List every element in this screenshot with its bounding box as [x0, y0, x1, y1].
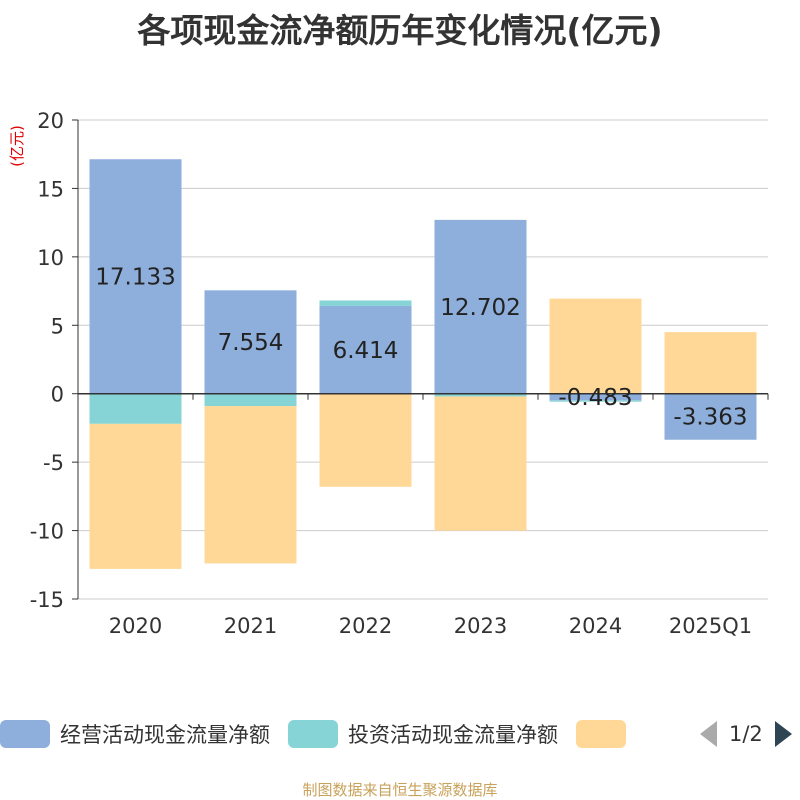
bar-s0-2022	[319, 305, 412, 394]
y-tick-label: -10	[30, 520, 64, 544]
bar-s1-2020	[89, 393, 182, 424]
y-tick-label: 0	[51, 383, 64, 407]
data-label: 6.414	[333, 338, 399, 364]
legend-swatch-operating	[0, 720, 50, 748]
legend: 经营活动现金流量净额 投资活动现金流量净额	[0, 718, 654, 750]
data-label: 7.554	[218, 330, 284, 356]
axis-layer: 20 15 10 5 0 -5 -10 -15 (亿元) 2020 2021 2022 2023 2024…	[8, 109, 769, 638]
y-tick-label: -5	[43, 451, 64, 475]
bar-s1-2022	[319, 300, 412, 306]
y-tick-label: -15	[30, 588, 64, 612]
bar-s2-2024	[549, 298, 642, 394]
bar-s2-2020	[89, 423, 182, 569]
x-tick-label: 2022	[339, 614, 392, 638]
data-label: 12.702	[440, 295, 520, 321]
bar-s2-2022	[319, 393, 412, 487]
legend-label-investing: 投资活动现金流量净额	[348, 723, 558, 747]
legend-pager: 1/2	[700, 718, 792, 750]
x-tick-label: 2023	[454, 614, 507, 638]
y-tick-label: 20	[37, 109, 64, 133]
x-tick-label: 2024	[569, 614, 622, 638]
chart-title: 各项现金流净额历年变化情况(亿元)	[137, 11, 663, 50]
bar-s0-2025Q1	[664, 393, 757, 440]
bar-s2-2021	[204, 406, 297, 564]
legend-swatch-financing	[576, 720, 626, 748]
pager-text: 1/2	[729, 722, 763, 746]
pager-prev-icon[interactable]	[700, 721, 717, 747]
bar-s0-2020	[89, 159, 182, 394]
x-tick-label: 2020	[109, 614, 162, 638]
bar-s0-2021	[204, 290, 297, 394]
data-label: -0.483	[558, 385, 632, 411]
data-label: 17.133	[95, 264, 175, 290]
bar-s1-2023	[434, 393, 527, 397]
legend-item-investing[interactable]: 投资活动现金流量净额	[288, 719, 558, 749]
legend-item-operating[interactable]: 经营活动现金流量净额	[0, 719, 270, 749]
bar-s1-2021	[204, 393, 297, 407]
source-note: 制图数据来自恒生聚源数据库	[302, 781, 498, 799]
bar-s0-2024	[549, 393, 642, 401]
y-tick-label: 10	[37, 246, 64, 270]
bar-s1-2024	[549, 400, 642, 402]
bar-s2-2025Q1	[664, 332, 757, 394]
bar-s2-2023	[434, 396, 527, 531]
bar-s0-2023	[434, 219, 527, 394]
legend-swatch-investing	[288, 720, 338, 748]
bars-layer	[89, 159, 757, 569]
x-tick-label: 2021	[224, 614, 277, 638]
y-tick-label: 5	[51, 314, 64, 338]
pager-next-icon[interactable]	[774, 721, 792, 747]
y-tick-label: 15	[37, 177, 64, 201]
x-tick-label: 2025Q1	[669, 614, 752, 638]
legend-item-financing[interactable]	[576, 720, 636, 748]
legend-label-operating: 经营活动现金流量净额	[60, 723, 270, 747]
data-label: -3.363	[673, 405, 747, 431]
grid-layer	[78, 119, 768, 600]
labels-layer: 17.133 7.554 6.414 12.702 -0.483 -3.363	[95, 264, 747, 430]
y-unit-label: (亿元)	[8, 125, 26, 167]
